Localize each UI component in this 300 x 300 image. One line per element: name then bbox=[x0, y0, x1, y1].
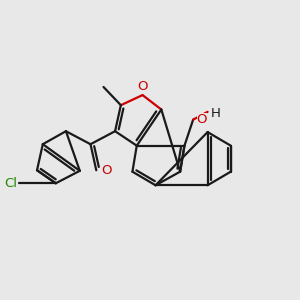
Text: O: O bbox=[137, 80, 148, 94]
Text: O: O bbox=[196, 113, 207, 126]
Text: O: O bbox=[101, 164, 112, 177]
Text: H: H bbox=[211, 107, 220, 120]
Text: Cl: Cl bbox=[4, 177, 17, 190]
